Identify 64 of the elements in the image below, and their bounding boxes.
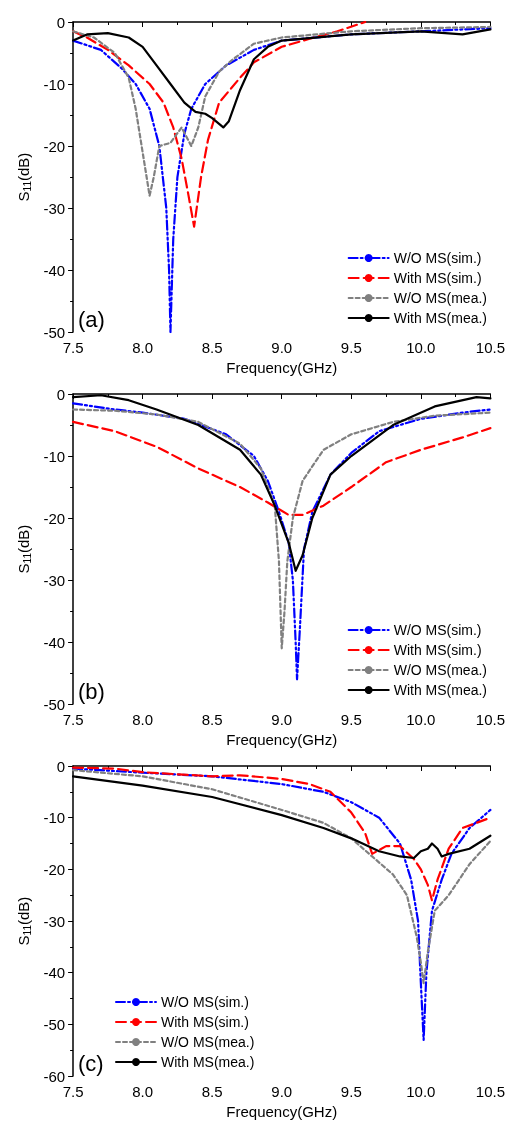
y-tick-label: -10 [43, 809, 66, 827]
y-axis-title: S11(dB) [15, 152, 33, 202]
x-tick-label: 8.0 [132, 711, 154, 729]
y-tick-label: -40 [43, 964, 66, 982]
legend-label: With MS(mea.) [161, 1054, 255, 1070]
y-tick-label: -20 [43, 137, 66, 155]
y-tick-label: -10 [43, 447, 66, 465]
y-tick-label: 0 [56, 13, 66, 31]
y-tick-label: -40 [43, 633, 66, 651]
annotation: (a) [78, 306, 105, 332]
y-tick-label: -60 [43, 1067, 66, 1085]
x-tick-label: 8.0 [132, 1083, 154, 1101]
y-tick-label: -20 [43, 860, 66, 878]
y-axis-title: S11(dB) [15, 896, 33, 946]
line-series [71, 769, 492, 985]
x-tick-label: 9.0 [271, 339, 293, 357]
x-tick-label: 10.0 [406, 339, 436, 357]
y-axis-title: S11(dB) [15, 524, 33, 574]
y-tick-label: -50 [43, 695, 66, 713]
x-tick-label: 9.0 [271, 711, 293, 729]
y-tick-label: 0 [56, 385, 66, 403]
legend-label: With MS(mea.) [393, 310, 488, 326]
x-tick-label: 8.5 [201, 339, 223, 357]
x-tick-label: 7.5 [62, 1083, 84, 1101]
x-tick-label: 9.0 [271, 1083, 293, 1101]
y-tick-label: -30 [43, 912, 66, 930]
x-tick-label: 9.5 [340, 711, 362, 729]
y-tick-label: 0 [56, 757, 66, 775]
legend-label: With MS(mea.) [393, 682, 488, 698]
y-tick-label: -50 [43, 1015, 66, 1033]
y-tick-label: -50 [43, 323, 66, 341]
x-tick-label: 10.5 [475, 339, 505, 357]
legend-label: W/O MS(sim.) [161, 994, 249, 1010]
legend-label: W/O MS(mea.) [393, 662, 488, 678]
x-axis-title: Frequency(GHz) [226, 359, 338, 376]
legend-label: W/O MS(mea.) [393, 290, 488, 306]
x-tick-label: 7.5 [62, 711, 84, 729]
line-series [71, 420, 492, 517]
legend-label: W/O MS(sim.) [393, 622, 482, 638]
x-tick-label: 9.5 [340, 1083, 362, 1101]
x-tick-label: 10.5 [475, 711, 505, 729]
legend-label: With MS(sim.) [393, 270, 482, 286]
legend-label: With MS(sim.) [161, 1014, 249, 1030]
x-tick-label: 8.0 [132, 339, 154, 357]
annotation: (b) [78, 678, 105, 704]
x-tick-label: 8.5 [201, 711, 223, 729]
x-tick-label: 8.5 [201, 1083, 223, 1101]
legend-label: With MS(sim.) [393, 642, 482, 658]
legend-label: W/O MS(mea.) [161, 1034, 255, 1050]
y-tick-label: -40 [43, 261, 66, 279]
x-tick-label: 10.0 [406, 711, 436, 729]
y-tick-label: -30 [43, 571, 66, 589]
legend-label: W/O MS(sim.) [393, 250, 482, 266]
y-tick-label: -10 [43, 75, 66, 93]
x-axis-title: Frequency(GHz) [226, 1103, 338, 1120]
x-axis-title: Frequency(GHz) [226, 731, 338, 748]
line-series [71, 25, 492, 197]
x-tick-label: 10.0 [406, 1083, 436, 1101]
x-tick-label: 7.5 [62, 339, 84, 357]
y-tick-label: -30 [43, 199, 66, 217]
x-tick-label: 10.5 [475, 1083, 505, 1101]
y-tick-label: -20 [43, 509, 66, 527]
annotation: (c) [78, 1050, 104, 1076]
x-tick-label: 9.5 [340, 339, 362, 357]
